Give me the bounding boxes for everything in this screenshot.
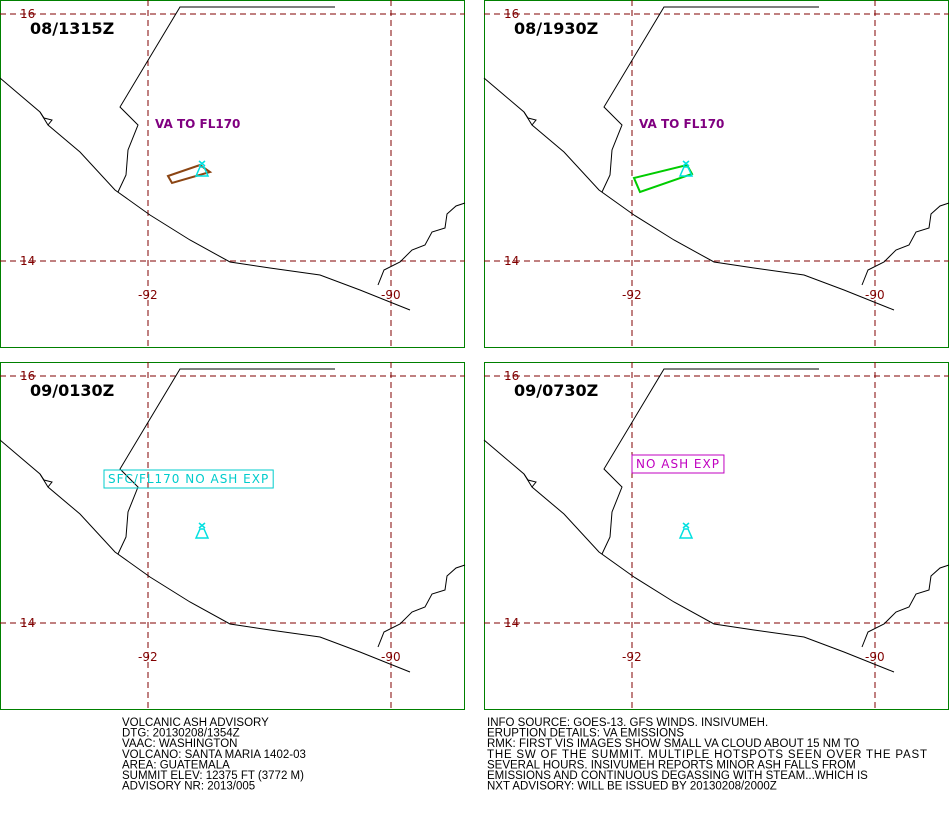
coastline xyxy=(483,77,895,311)
annotation-box xyxy=(103,469,274,489)
panel-border xyxy=(0,0,465,348)
advisory-line: INFO SOURCE: GOES-13. GFS WINDS. INSIVUM… xyxy=(487,717,768,729)
advisory-line: VOLCANO: SANTA MARIA 1402-03 xyxy=(122,749,306,761)
advisory-line: ERUPTION DETAILS: VA EMISSIONS xyxy=(487,728,684,740)
annotation: NO ASH EXP xyxy=(636,457,720,471)
ash-area xyxy=(166,163,213,185)
volcano-icon xyxy=(678,522,694,539)
coastline xyxy=(861,564,950,648)
volcano-shape xyxy=(194,522,210,539)
lat-label: 14 xyxy=(504,254,519,268)
lon-label: -92 xyxy=(622,650,642,664)
advisory-line: VOLCANIC ASH ADVISORY xyxy=(122,717,269,729)
advisory-line: SUMMIT ELEV: 12375 FT (3772 M) xyxy=(122,770,304,782)
lat-label: 14 xyxy=(20,616,35,630)
coastline xyxy=(523,111,537,126)
annotation: VA TO FL170 xyxy=(639,117,724,131)
volcano-icon xyxy=(194,522,210,539)
panel-border xyxy=(484,0,949,348)
valid-time: 09/0730Z xyxy=(514,381,598,400)
map-panel: 16 14 -92 -90 09/0130Z SFC/FL170 NO ASH EXP xyxy=(0,362,466,710)
lon-label: -90 xyxy=(865,650,885,664)
volcano-icon xyxy=(678,160,694,177)
coastline xyxy=(117,6,335,193)
coastline xyxy=(483,439,895,673)
volcano-shape xyxy=(194,160,210,177)
coastline xyxy=(601,368,819,555)
advisory-line: RMK: FIRST VIS IMAGES SHOW SMALL VA CLOU… xyxy=(487,738,859,750)
advisory-line: THE SW OF THE SUMMIT. MULTIPLE HOTSPOTS … xyxy=(487,749,927,761)
volcano-shape xyxy=(678,522,694,539)
lat-label: 16 xyxy=(504,7,519,21)
lon-label: -90 xyxy=(865,288,885,302)
lon-label: -92 xyxy=(622,288,642,302)
map-panel: 16 14 -92 -90 08/1315Z VA TO FL170 xyxy=(0,0,466,348)
annotation-box xyxy=(631,454,725,474)
lat-label: 16 xyxy=(504,369,519,383)
coastline xyxy=(861,202,950,286)
coastline xyxy=(39,473,53,488)
coastline xyxy=(377,564,466,648)
advisory-line: EMISSIONS AND CONTINUOUS DEGASSING WITH … xyxy=(487,770,868,782)
lat-label: 14 xyxy=(504,616,519,630)
coastline xyxy=(117,368,335,555)
map-panel: 16 14 -92 -90 08/1930Z VA TO FL170 xyxy=(483,0,950,348)
advisory-line: VAAC: WASHINGTON xyxy=(122,738,237,750)
advisory-line: NXT ADVISORY: WILL BE ISSUED BY 20130208… xyxy=(487,781,777,793)
annotation: VA TO FL170 xyxy=(155,117,240,131)
coastline xyxy=(377,202,466,286)
coastline xyxy=(523,473,537,488)
ash-area xyxy=(632,163,694,194)
panel-border xyxy=(484,362,949,710)
advisory-line: DTG: 20130208/1354Z xyxy=(122,728,240,740)
volcano-shape xyxy=(678,160,694,177)
annotation: SFC/FL170 NO ASH EXP xyxy=(108,472,269,486)
advisory-line: AREA: GUATEMALA xyxy=(122,759,230,771)
lon-label: -90 xyxy=(381,650,401,664)
panel-border xyxy=(0,362,465,710)
coastline xyxy=(39,111,53,126)
coastline xyxy=(601,6,819,193)
lat-label: 16 xyxy=(20,369,35,383)
valid-time: 08/1315Z xyxy=(30,19,114,38)
volcano-icon xyxy=(194,160,210,177)
valid-time: 09/0130Z xyxy=(30,381,114,400)
lon-label: -92 xyxy=(138,288,158,302)
advisory-line: SEVERAL HOURS. INSIVUMEH REPORTS MINOR A… xyxy=(487,759,856,771)
lon-label: -90 xyxy=(381,288,401,302)
lon-label: -92 xyxy=(138,650,158,664)
valid-time: 08/1930Z xyxy=(514,19,598,38)
lat-label: 16 xyxy=(20,7,35,21)
map-panel: 16 14 -92 -90 09/0730Z NO ASH EXP xyxy=(483,362,950,710)
advisory-line: ADVISORY NR: 2013/005 xyxy=(122,781,255,793)
coastline xyxy=(0,77,411,311)
lat-label: 14 xyxy=(20,254,35,268)
